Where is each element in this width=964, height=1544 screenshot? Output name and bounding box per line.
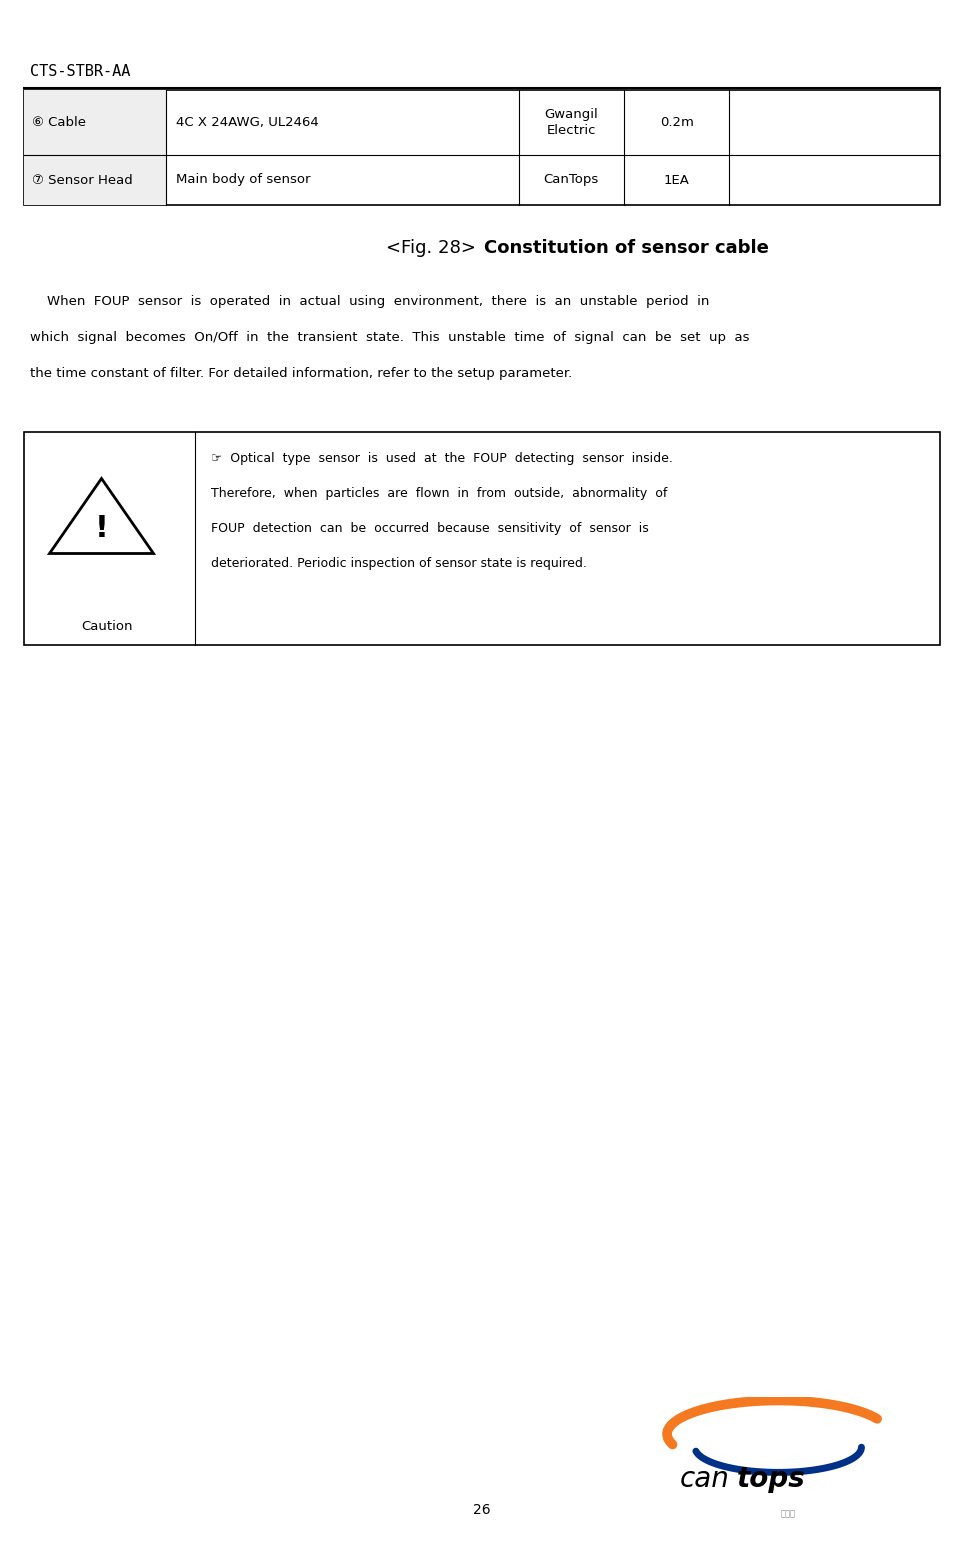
Text: !: ! (94, 514, 108, 543)
Text: deteriorated. Periodic inspection of sensor state is required.: deteriorated. Periodic inspection of sen… (211, 557, 587, 570)
Text: which  signal  becomes  On/Off  in  the  transient  state.  This  unstable  time: which signal becomes On/Off in the trans… (30, 330, 749, 344)
Text: 4C X 24AWG, UL2464: 4C X 24AWG, UL2464 (176, 116, 319, 130)
Bar (24, 154, 166, 205)
Text: CTS-STBR-AA: CTS-STBR-AA (30, 65, 130, 79)
Text: ☞  Optical  type  sensor  is  used  at  the  FOUP  detecting  sensor  inside.: ☞ Optical type sensor is used at the FOU… (211, 452, 673, 465)
Text: 26: 26 (473, 1502, 491, 1518)
Text: CanTops: CanTops (544, 173, 599, 187)
Text: Gwangil: Gwangil (545, 108, 599, 120)
Text: Caution: Caution (82, 621, 133, 633)
Text: tops: tops (736, 1465, 805, 1493)
Text: 캔탑스: 캔탑스 (781, 1508, 796, 1518)
Polygon shape (49, 479, 153, 553)
Text: Therefore,  when  particles  are  flown  in  from  outside,  abnormality  of: Therefore, when particles are flown in f… (211, 486, 667, 500)
Bar (24, 90, 940, 205)
Text: ⑦ Sensor Head: ⑦ Sensor Head (32, 173, 133, 187)
Text: 1EA: 1EA (663, 173, 689, 187)
Text: 0.2m: 0.2m (659, 116, 693, 130)
Text: the time constant of filter. For detailed information, refer to the setup parame: the time constant of filter. For detaile… (30, 367, 573, 380)
Text: ⑥ Cable: ⑥ Cable (32, 116, 86, 130)
Text: can: can (680, 1465, 730, 1493)
Bar (24, 432, 940, 645)
Bar (24, 90, 166, 154)
Text: <Fig. 28>: <Fig. 28> (387, 239, 482, 256)
Text: Constitution of sensor cable: Constitution of sensor cable (484, 239, 769, 256)
Text: Electric: Electric (547, 124, 596, 137)
Text: When  FOUP  sensor  is  operated  in  actual  using  environment,  there  is  an: When FOUP sensor is operated in actual u… (30, 295, 710, 307)
Text: Main body of sensor: Main body of sensor (176, 173, 310, 187)
Text: FOUP  detection  can  be  occurred  because  sensitivity  of  sensor  is: FOUP detection can be occurred because s… (211, 522, 649, 536)
